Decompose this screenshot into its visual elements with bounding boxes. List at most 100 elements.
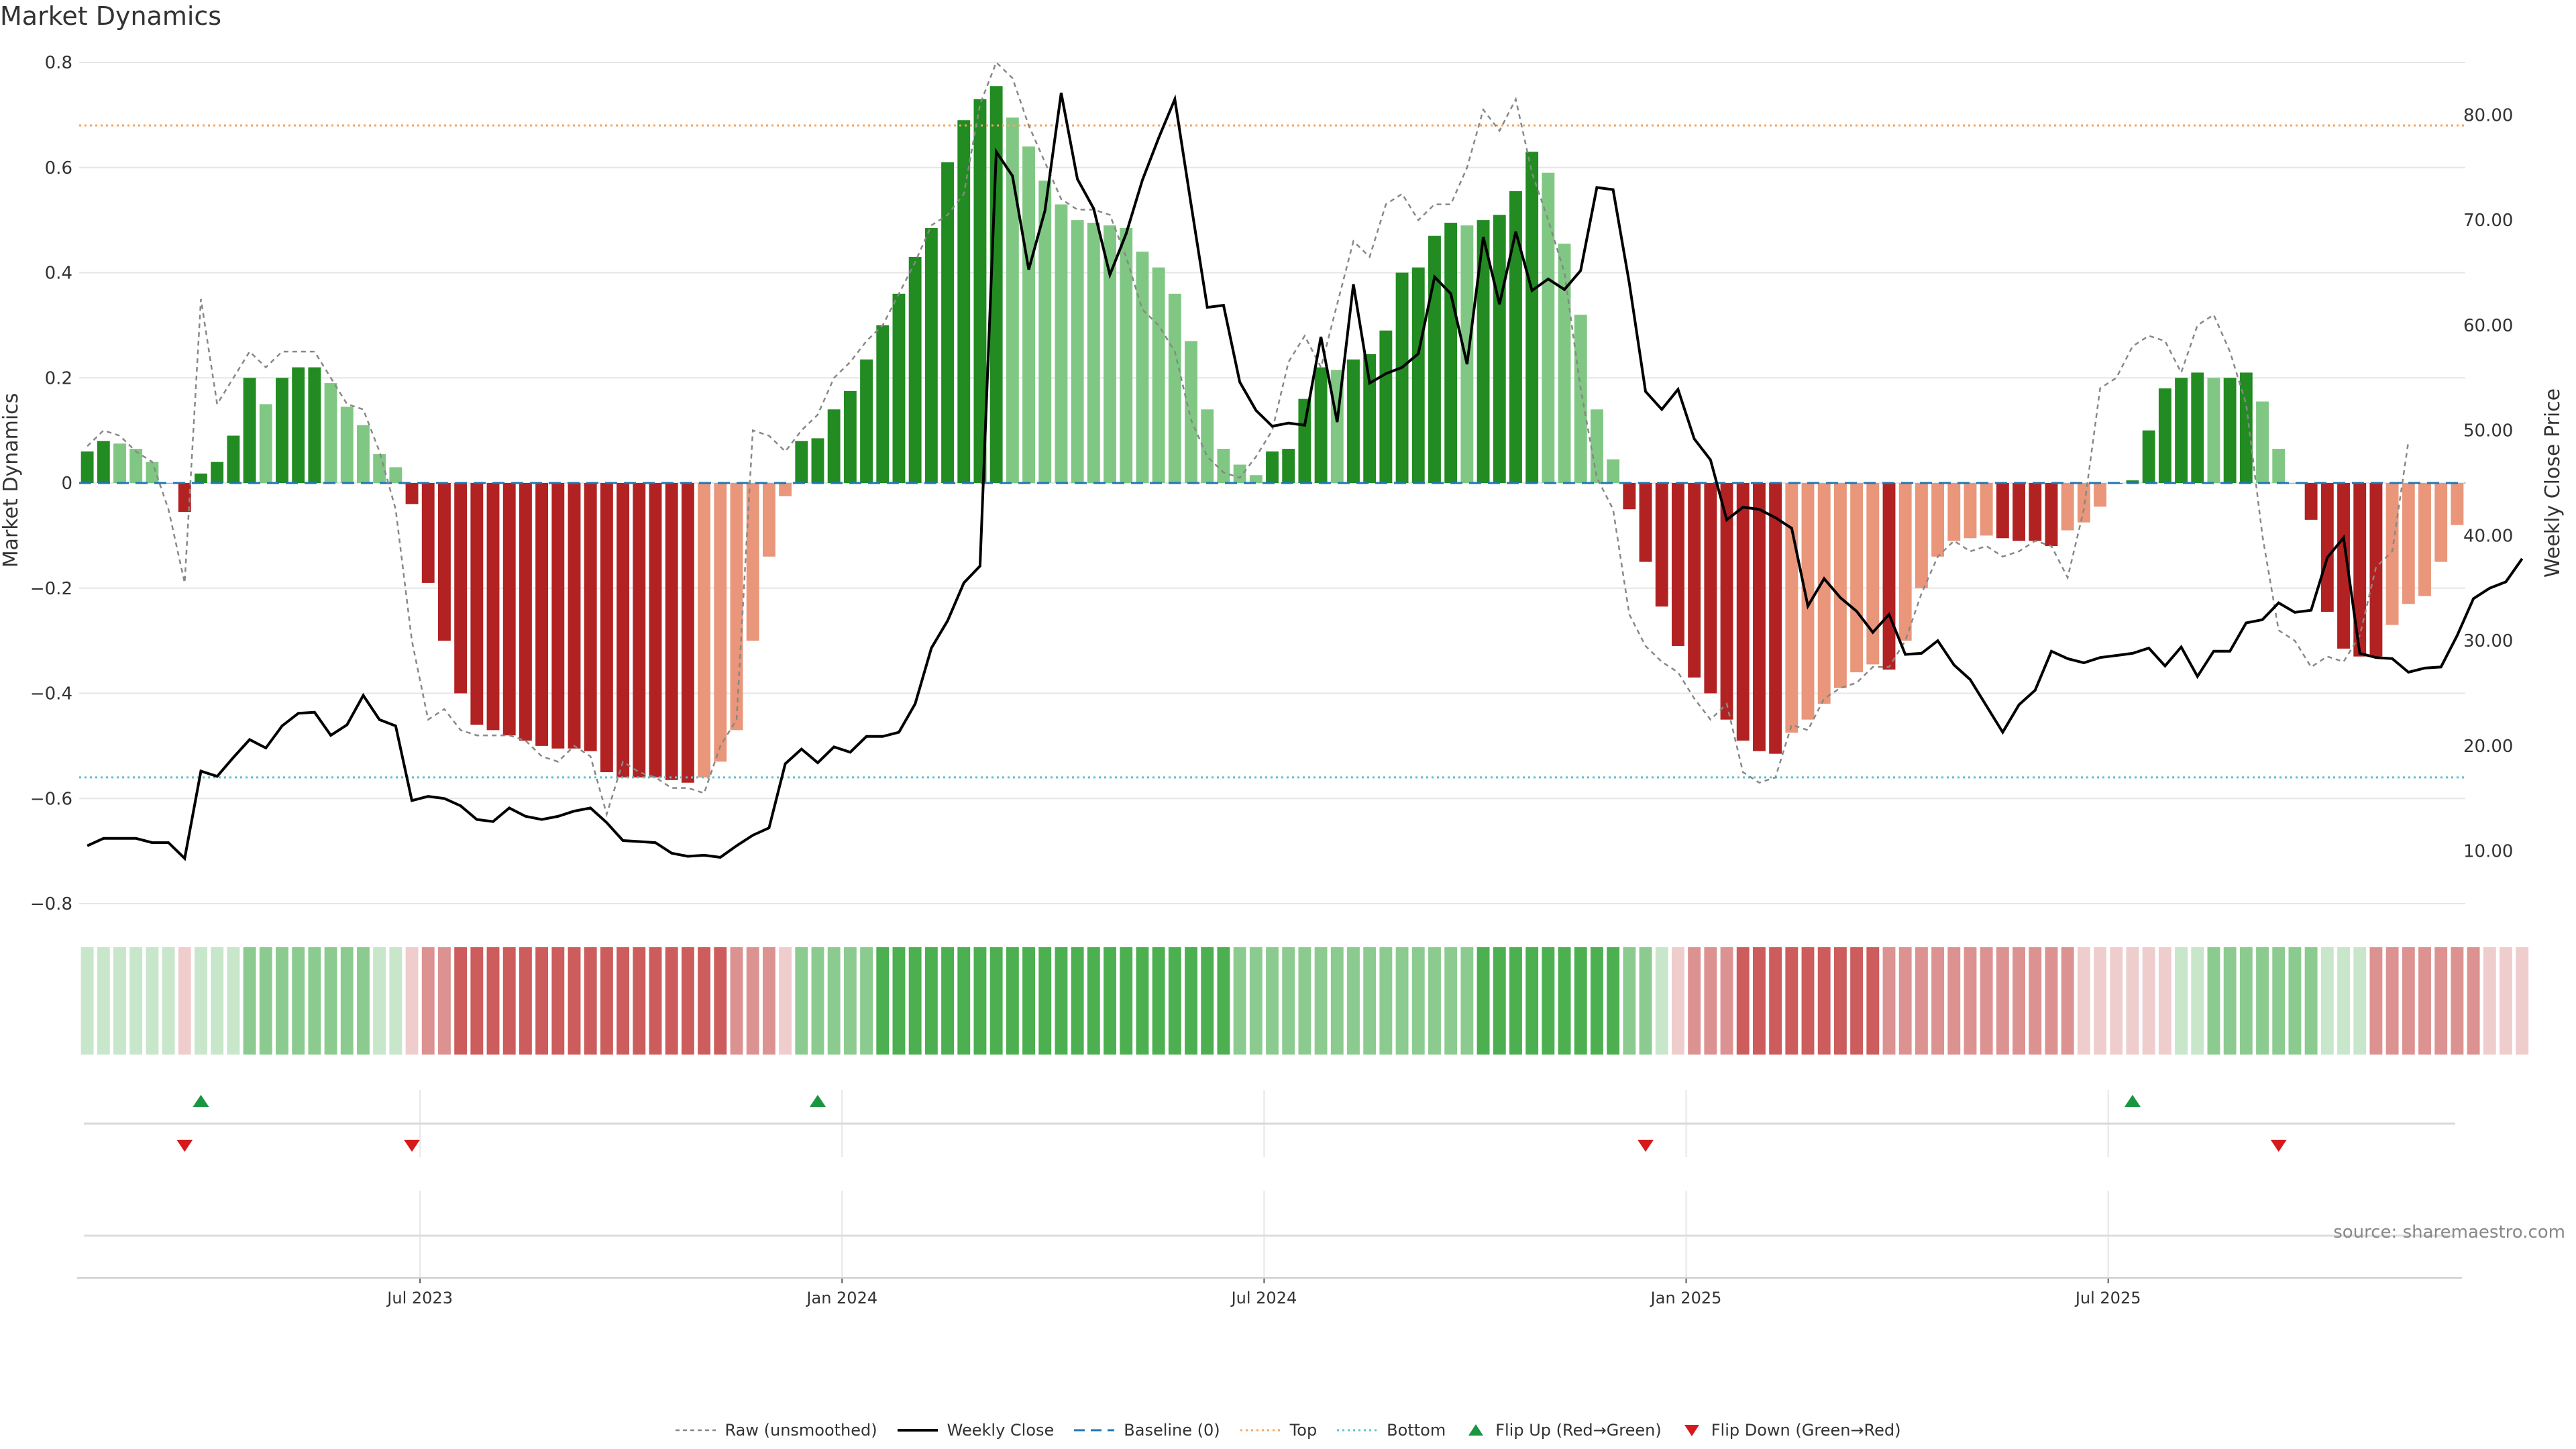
dynamics-bar bbox=[1752, 483, 1766, 751]
dynamics-bar bbox=[973, 99, 987, 484]
heat-strip-cell bbox=[1720, 947, 1733, 1055]
heat-strip-cell bbox=[616, 947, 630, 1055]
dynamics-bar bbox=[259, 404, 272, 483]
heat-strip-cell bbox=[2175, 947, 2188, 1055]
flip-down-marker bbox=[176, 1140, 193, 1152]
heat-strip-cell bbox=[438, 947, 451, 1055]
legend-label: Flip Down (Green→Red) bbox=[1711, 1421, 1901, 1440]
dynamics-bar bbox=[2402, 483, 2415, 604]
dynamics-bar bbox=[811, 438, 824, 483]
heat-strip-cell bbox=[2402, 947, 2415, 1055]
heat-strip-cell bbox=[1477, 947, 1490, 1055]
heat-strip-cell bbox=[2142, 947, 2155, 1055]
heat-strip-cell bbox=[2094, 947, 2106, 1055]
dynamics-bar bbox=[2434, 483, 2448, 562]
dynamics-bar bbox=[1964, 483, 1977, 539]
dynamics-bar bbox=[2012, 483, 2026, 541]
dynamics-bar bbox=[616, 483, 630, 777]
top-line-icon bbox=[1240, 1424, 1281, 1437]
heat-strip-cell bbox=[227, 947, 240, 1055]
heat-strip-cell bbox=[2207, 947, 2220, 1055]
heat-strip-cell bbox=[1055, 947, 1068, 1055]
heat-strip-cell bbox=[1136, 947, 1149, 1055]
dynamics-bar bbox=[1347, 359, 1360, 483]
heat-strip-cell bbox=[97, 947, 110, 1055]
y-tick-label: 0.4 bbox=[45, 264, 72, 284]
dynamics-bar bbox=[2094, 483, 2106, 507]
legend-item: Flip Up (Red→Green) bbox=[1466, 1421, 1662, 1440]
dynamics-bar bbox=[1071, 220, 1084, 483]
legend-label: Bottom bbox=[1387, 1421, 1446, 1440]
dynamics-bar bbox=[1769, 483, 1782, 754]
dynamics-bar bbox=[1266, 451, 1279, 483]
dynamics-bar bbox=[1591, 409, 1603, 483]
heat-strip-cell bbox=[843, 947, 857, 1055]
heat-strip-cell bbox=[2434, 947, 2448, 1055]
heat-strip-cell bbox=[2516, 947, 2529, 1055]
x-tick-label: Jul 2024 bbox=[1230, 1289, 1297, 1307]
dynamics-bar bbox=[1655, 483, 1668, 607]
dynamics-bar bbox=[795, 441, 808, 483]
raw-series-line bbox=[87, 60, 2410, 818]
y-right-tick-label: 80.00 bbox=[2463, 105, 2513, 125]
heat-strip-cell bbox=[1509, 947, 1522, 1055]
dynamics-bar bbox=[486, 483, 500, 731]
heat-strip-cell bbox=[1964, 947, 1977, 1055]
dynamics-bar bbox=[1379, 330, 1393, 483]
heat-strip-cell bbox=[1185, 947, 1197, 1055]
dynamics-bar bbox=[1217, 449, 1230, 483]
dynamics-bar bbox=[1444, 223, 1458, 483]
dynamics-bar bbox=[1882, 483, 1896, 670]
dynamics-bar bbox=[1006, 117, 1019, 483]
dynamics-bar bbox=[698, 483, 711, 777]
heat-strip-cell bbox=[1769, 947, 1782, 1055]
dynamics-bar bbox=[2304, 483, 2318, 520]
dynamics-bar bbox=[989, 86, 1003, 484]
heat-strip-cell bbox=[211, 947, 224, 1055]
chart-legend: Raw (unsmoothed) Weekly Close Baseline (0)… bbox=[0, 1421, 2576, 1440]
heat-strip-cell bbox=[941, 947, 954, 1055]
heat-strip-cell bbox=[1898, 947, 1912, 1055]
dynamics-bar bbox=[714, 483, 727, 762]
dynamics-bar bbox=[405, 483, 419, 504]
y-tick-label: −0.6 bbox=[30, 789, 72, 809]
heat-strip-cell bbox=[1120, 947, 1133, 1055]
dynamics-bar bbox=[1931, 483, 1945, 557]
dynamics-bar bbox=[1104, 225, 1116, 483]
heat-strip-cell bbox=[2467, 947, 2480, 1055]
dynamics-bar bbox=[2256, 401, 2269, 483]
dynamics-bar bbox=[892, 293, 906, 483]
legend-label: Top bbox=[1289, 1421, 1318, 1440]
dynamics-bar bbox=[827, 409, 841, 483]
heat-strip-cell bbox=[551, 947, 565, 1055]
heat-strip-cell bbox=[1833, 947, 1847, 1055]
heat-strip-cell bbox=[924, 947, 938, 1055]
dynamics-bar bbox=[2418, 483, 2431, 596]
dynamics-bar bbox=[146, 462, 159, 483]
page-title: Market Dynamics bbox=[0, 1, 222, 31]
heat-strip-cell bbox=[2304, 947, 2318, 1055]
dynamics-bar bbox=[957, 120, 971, 483]
heat-strip-cell bbox=[1493, 947, 1506, 1055]
heat-strip-cell bbox=[2451, 947, 2464, 1055]
dynamics-bar bbox=[2451, 483, 2464, 525]
dynamics-bar bbox=[2239, 372, 2253, 483]
dynamics-bar bbox=[681, 483, 694, 783]
heat-strip-cell bbox=[2418, 947, 2431, 1055]
heat-strip-cell bbox=[973, 947, 987, 1055]
dynamics-bar bbox=[746, 483, 759, 641]
heat-strip-cell bbox=[568, 947, 581, 1055]
heat-strip-cell bbox=[2337, 947, 2350, 1055]
heat-strip-cell bbox=[730, 947, 743, 1055]
heat-strip-cell bbox=[876, 947, 890, 1055]
heat-strip-cell bbox=[2126, 947, 2139, 1055]
dynamics-bar bbox=[2353, 483, 2367, 657]
heat-strip-cell bbox=[162, 947, 175, 1055]
dynamics-bar bbox=[1607, 459, 1620, 483]
flip-up-marker bbox=[809, 1095, 826, 1107]
dynamics-bar bbox=[162, 483, 175, 484]
heat-strip-cell bbox=[1444, 947, 1458, 1055]
heat-strip-cell bbox=[860, 947, 873, 1055]
dynamics-bar bbox=[1688, 483, 1701, 678]
